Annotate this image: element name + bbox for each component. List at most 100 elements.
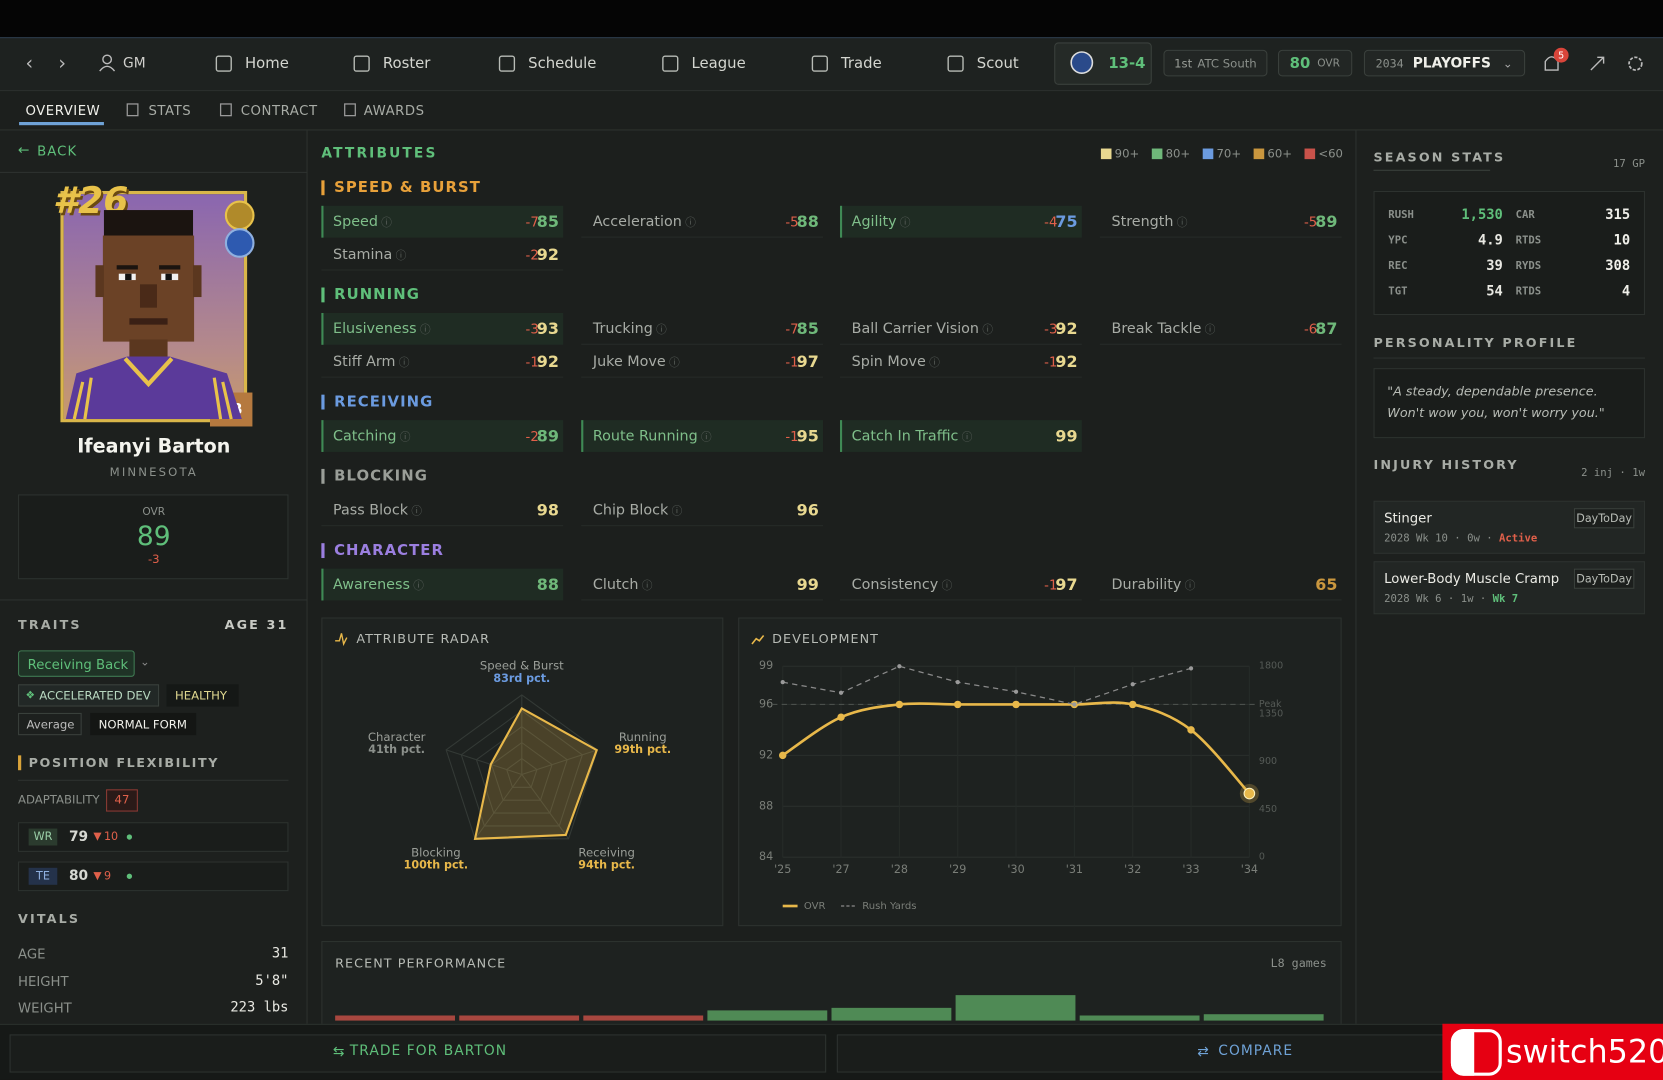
attribute-name: Stiff Arm [333, 353, 396, 371]
chart-subtitle: L8 games [1270, 956, 1327, 971]
legend-swatch [1202, 148, 1214, 160]
group-bar [321, 394, 325, 410]
info-icon: ⓘ [395, 357, 410, 370]
divider [0, 171, 308, 173]
attribute-change: -1 [1044, 353, 1058, 370]
attribute-name-row: Agility ⓘ [852, 213, 911, 230]
injury-detail: 2028 Wk 10 · 0w · [1384, 533, 1493, 545]
attribute-change: -3 [1044, 320, 1058, 337]
tab[interactable]: AWARDS [363, 102, 425, 119]
stat-value: 4.9 [1477, 232, 1503, 249]
nav-item[interactable]: Home [244, 55, 289, 73]
attribute-name: Agility [851, 213, 897, 231]
attribute-name: Catch In Traffic [851, 427, 959, 445]
attribute-name: Strength [1111, 213, 1174, 231]
vital-value: 5'8" [255, 973, 289, 990]
title-underline [1373, 169, 1491, 171]
attribute-change: -1 [785, 428, 799, 444]
attribute-cell [581, 313, 824, 345]
attribute-cell [839, 420, 1082, 452]
stat-value: 54 [1486, 283, 1503, 300]
group-title: SPEED & BURST [334, 179, 481, 197]
quote-box [1373, 368, 1645, 439]
attribute-name: Chip Block [592, 501, 669, 519]
position-drop: 9 [103, 869, 112, 883]
nav-user[interactable]: GM [123, 55, 146, 72]
legend-label: 60+ [1267, 146, 1293, 161]
group-title: CHARACTER [334, 542, 444, 560]
injury-name: Stinger [1384, 509, 1432, 526]
attribute-value: 85 [796, 319, 819, 339]
attribute-cell [839, 569, 1082, 601]
vital-value: 31 [271, 945, 289, 962]
legend-label: 70+ [1216, 146, 1242, 161]
attribute-change: -1 [1044, 576, 1058, 593]
info-icon: ⓘ [396, 431, 411, 444]
archetype-pill[interactable] [18, 650, 135, 677]
nav-item[interactable]: Roster [382, 55, 431, 73]
tab[interactable]: OVERVIEW [25, 102, 101, 119]
attribute-change: -4 [1044, 213, 1058, 230]
trade-button[interactable] [9, 1034, 827, 1073]
nav-item[interactable]: League [691, 55, 746, 73]
attribute-name: Trucking [592, 320, 653, 338]
info-icon: ⓘ [1173, 217, 1188, 230]
nav-item[interactable]: Trade [841, 55, 882, 73]
info-icon: ⓘ [638, 580, 653, 592]
stat-label: TGT [1388, 285, 1408, 298]
tab[interactable]: STATS [148, 102, 192, 119]
tab[interactable]: CONTRACT [240, 102, 318, 119]
attribute-value: 99 [796, 575, 819, 595]
stat-value: 10 [1613, 232, 1631, 249]
attribute-value: 89 [536, 426, 559, 446]
attribute-cell [1099, 569, 1342, 601]
attribute-cell [1099, 313, 1342, 345]
nav-item[interactable]: Schedule [528, 55, 597, 73]
attribute-cell [839, 205, 1082, 238]
tab-underline [19, 122, 104, 126]
attribute-cell [839, 313, 1082, 345]
attribute-name-row: Elusiveness ⓘ [333, 320, 431, 337]
info-icon: ⓘ [681, 217, 696, 230]
vital-value: 223 lbs [230, 999, 289, 1016]
trait-tag-label: NORMAL FORM [98, 717, 187, 731]
back-link[interactable]: BACK [37, 142, 78, 159]
trade-label: TRADE FOR BARTON [349, 1043, 508, 1060]
attribute-name-row: Trucking ⓘ [593, 320, 667, 337]
attribute-name-row: Stiff Arm ⓘ [333, 353, 409, 370]
attribute-name-row: Route Running ⓘ [593, 428, 712, 445]
attribute-name: Acceleration [592, 213, 682, 231]
injury-tag: DayToDay [1576, 572, 1632, 586]
nav-prev[interactable]: ‹ [25, 52, 34, 75]
info-icon: ⓘ [938, 580, 953, 592]
season-box[interactable] [1363, 49, 1526, 77]
ovr-change: -3 [147, 552, 160, 566]
section-title: PERSONALITY PROFILE [1373, 335, 1578, 351]
nav-next[interactable]: › [58, 52, 66, 75]
stat-value: 4 [1621, 283, 1631, 300]
trait-tag-label: HEALTHY [174, 688, 228, 703]
adaptability-box [106, 789, 138, 812]
stat-label: REC [1388, 260, 1408, 273]
vital-label: HEIGHT [18, 973, 69, 990]
attribute-change: -2 [525, 428, 539, 444]
attribute-value: 88 [536, 575, 559, 595]
stat-value: 39 [1486, 258, 1503, 275]
trait-tag [18, 712, 82, 736]
legend-swatch [1253, 148, 1265, 160]
attribute-value: 96 [796, 500, 819, 520]
info-icon: ⓘ [409, 580, 424, 592]
archetype: Receiving Back [27, 656, 129, 673]
attribute-name-row: Durability ⓘ [1111, 576, 1195, 593]
nav-item[interactable]: Scout [976, 55, 1019, 73]
trait-tag-label: Average [26, 717, 75, 731]
position-ovr: 79 [68, 829, 89, 846]
back-arrow[interactable]: ← [18, 142, 30, 159]
attribute-name-row: Chip Block ⓘ [593, 502, 682, 519]
vital-label: AGE [18, 945, 46, 962]
injury-tag-box [1573, 568, 1635, 589]
chart-title: ATTRIBUTE RADAR [356, 631, 490, 647]
rank-box [1163, 49, 1268, 77]
position-tag [28, 828, 58, 846]
